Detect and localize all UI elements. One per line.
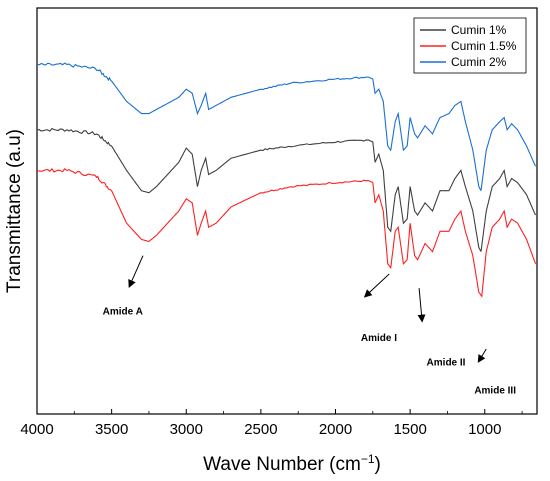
annotation-label-4: Amide III [474,386,516,397]
series-line-3 [36,62,537,191]
x-tick-label: 2500 [244,421,277,438]
annotation-label-1: Amide A [103,307,143,318]
annotation-label-2: Amide I [361,333,397,344]
x-axis-title-close: ) [375,454,381,475]
x-tick-label: 3500 [95,421,128,438]
series-line-2 [36,168,537,298]
x-axis-ticks: 4000 3500 3000 2500 2000 1500 1000 [20,409,523,438]
annotation-arrow-1 [128,255,144,288]
series-layer [36,62,537,298]
annotation-label-3: Amide II [427,357,466,368]
annotation-layer: Amide A Amide I Amide II Amide III [103,255,516,397]
annotation-arrow-4 [477,348,487,363]
x-tick-label: 4000 [20,421,53,438]
x-tick-label: 2000 [319,421,352,438]
plot-frame [36,7,538,415]
legend: Cumin 1% Cumin 1.5% Cumin 2% [413,17,527,74]
series-line-1 [36,127,537,252]
x-tick-label: 3000 [170,421,203,438]
legend-label-2: Cumin 1.5% [451,39,517,53]
x-tick-label: 1000 [468,421,501,438]
legend-label-3: Cumin 2% [451,55,507,69]
x-axis-title-superscript: −1 [361,452,375,466]
x-axis-title: Wave Number (cm−1) [203,452,381,475]
annotation-arrow-2 [363,273,390,298]
x-tick-label: 1500 [393,421,426,438]
legend-label-1: Cumin 1% [451,23,507,37]
annotation-arrow-3 [417,288,426,323]
y-axis-title: Transmittance (a.u) [4,129,25,293]
